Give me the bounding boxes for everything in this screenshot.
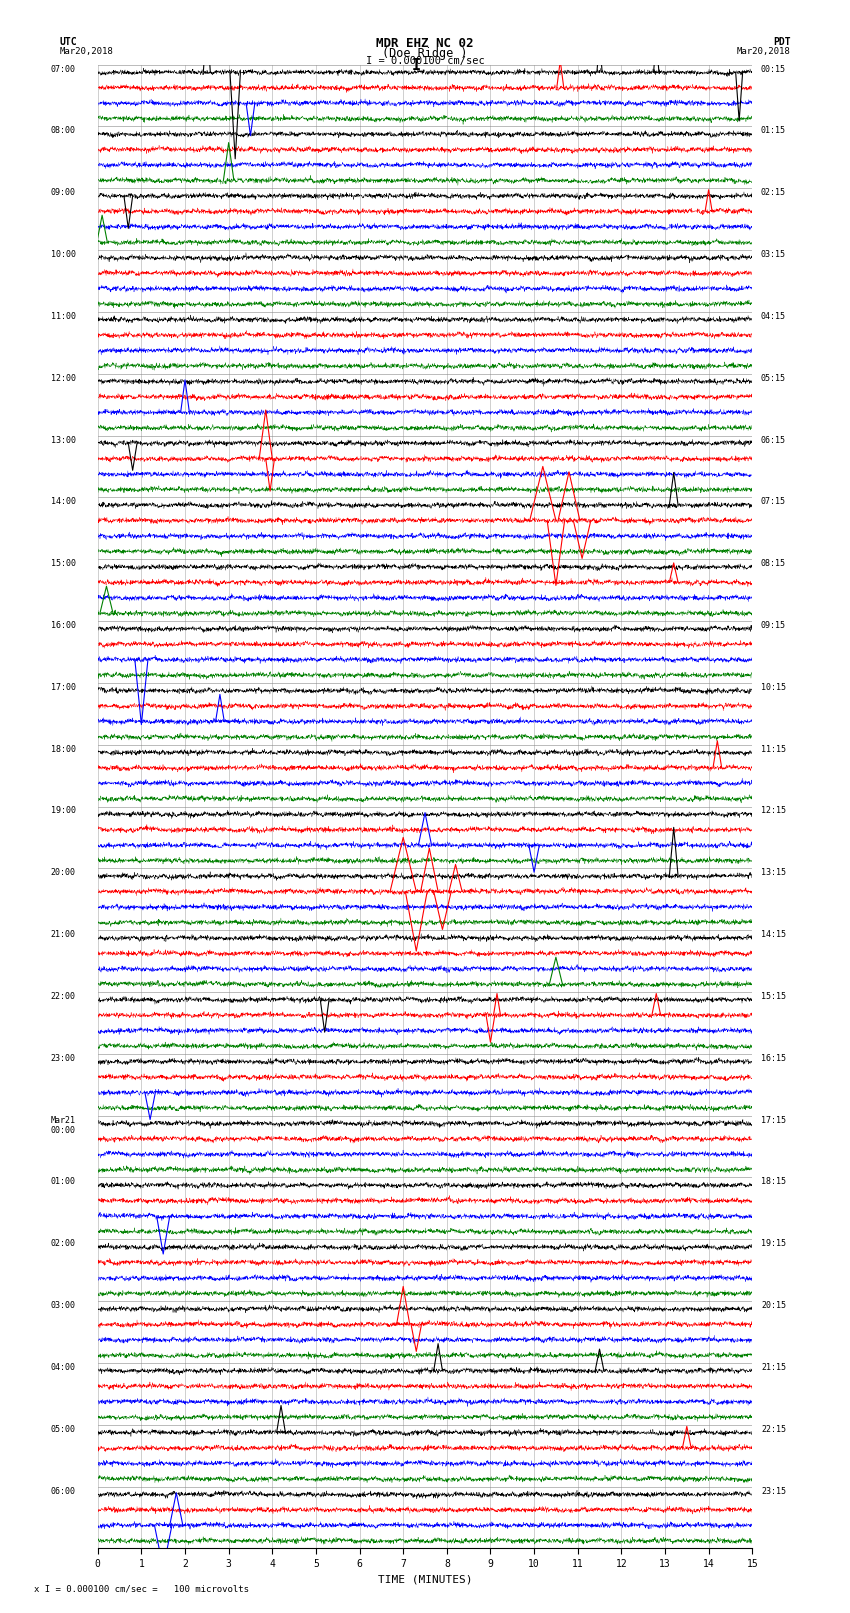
Text: 22:15: 22:15 [761, 1424, 786, 1434]
Text: 21:15: 21:15 [761, 1363, 786, 1373]
Text: MDR EHZ NC 02: MDR EHZ NC 02 [377, 37, 473, 50]
Text: 03:00: 03:00 [51, 1302, 76, 1310]
Text: 11:00: 11:00 [51, 311, 76, 321]
Text: 07:15: 07:15 [761, 497, 786, 506]
Text: 15:00: 15:00 [51, 560, 76, 568]
Text: 01:15: 01:15 [761, 126, 786, 135]
Text: 06:00: 06:00 [51, 1487, 76, 1495]
Text: 00:00: 00:00 [51, 1126, 76, 1136]
Text: UTC: UTC [60, 37, 77, 47]
Text: 08:00: 08:00 [51, 126, 76, 135]
Text: 09:15: 09:15 [761, 621, 786, 631]
Text: x I = 0.000100 cm/sec =   100 microvolts: x I = 0.000100 cm/sec = 100 microvolts [34, 1584, 249, 1594]
Text: 23:15: 23:15 [761, 1487, 786, 1495]
Text: 17:15: 17:15 [761, 1116, 786, 1124]
Text: 10:15: 10:15 [761, 682, 786, 692]
Text: Mar20,2018: Mar20,2018 [60, 47, 113, 56]
Text: Mar20,2018: Mar20,2018 [737, 47, 791, 56]
Text: 16:15: 16:15 [761, 1053, 786, 1063]
Text: 19:00: 19:00 [51, 806, 76, 816]
Text: (Doe Ridge ): (Doe Ridge ) [382, 47, 468, 60]
Text: Mar21: Mar21 [51, 1116, 76, 1124]
Text: 23:00: 23:00 [51, 1053, 76, 1063]
Text: 19:15: 19:15 [761, 1239, 786, 1248]
Text: 03:15: 03:15 [761, 250, 786, 260]
Text: 22:00: 22:00 [51, 992, 76, 1002]
Text: 12:15: 12:15 [761, 806, 786, 816]
Text: 20:15: 20:15 [761, 1302, 786, 1310]
Text: 18:15: 18:15 [761, 1177, 786, 1187]
Text: 21:00: 21:00 [51, 931, 76, 939]
Text: 08:15: 08:15 [761, 560, 786, 568]
Text: 02:15: 02:15 [761, 189, 786, 197]
Text: 11:15: 11:15 [761, 745, 786, 753]
Text: 13:15: 13:15 [761, 868, 786, 877]
X-axis label: TIME (MINUTES): TIME (MINUTES) [377, 1574, 473, 1584]
Text: 17:00: 17:00 [51, 682, 76, 692]
Text: 05:15: 05:15 [761, 374, 786, 382]
Text: 20:00: 20:00 [51, 868, 76, 877]
Text: 06:15: 06:15 [761, 436, 786, 445]
Text: I = 0.000100 cm/sec: I = 0.000100 cm/sec [366, 56, 484, 66]
Text: 12:00: 12:00 [51, 374, 76, 382]
Text: PDT: PDT [773, 37, 790, 47]
Text: 07:00: 07:00 [51, 65, 76, 74]
Text: 05:00: 05:00 [51, 1424, 76, 1434]
Text: 13:00: 13:00 [51, 436, 76, 445]
Text: 18:00: 18:00 [51, 745, 76, 753]
Text: 01:00: 01:00 [51, 1177, 76, 1187]
Text: 14:15: 14:15 [761, 931, 786, 939]
Text: 04:00: 04:00 [51, 1363, 76, 1373]
Text: 15:15: 15:15 [761, 992, 786, 1002]
Text: 04:15: 04:15 [761, 311, 786, 321]
Text: 02:00: 02:00 [51, 1239, 76, 1248]
Text: 09:00: 09:00 [51, 189, 76, 197]
Text: 00:15: 00:15 [761, 65, 786, 74]
Text: 14:00: 14:00 [51, 497, 76, 506]
Text: I: I [412, 58, 421, 73]
Text: 10:00: 10:00 [51, 250, 76, 260]
Text: 16:00: 16:00 [51, 621, 76, 631]
